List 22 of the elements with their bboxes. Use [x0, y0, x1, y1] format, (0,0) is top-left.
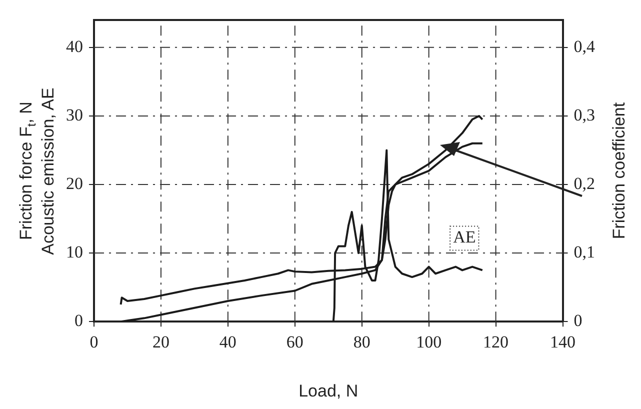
- y-tick-label: 40: [66, 36, 83, 56]
- y2-tick-label: 0,2: [574, 174, 595, 193]
- x-tick-label: 60: [286, 332, 304, 352]
- x-tick-label: 100: [416, 332, 442, 352]
- series-label: AE: [453, 228, 476, 247]
- x-tick-label: 80: [353, 332, 370, 352]
- y2-tick-label: 0: [574, 311, 582, 330]
- x-axis-title: Load, N: [298, 382, 358, 401]
- y-tick-label: 30: [66, 105, 83, 124]
- x-tick-label: 120: [483, 332, 509, 352]
- y-axis-title: Friction force Ft, N Acoustic emission, AE: [16, 88, 58, 255]
- x-tick-label: 0: [90, 332, 98, 352]
- x-tick-label: 20: [152, 332, 170, 352]
- y2-tick-label: 0,3: [574, 105, 595, 124]
- y2-tick-label: 0,4: [574, 36, 596, 56]
- y2-axis-title: Friction coefficient: [610, 102, 629, 240]
- x-tick-label: 40: [219, 332, 236, 352]
- y-tick-label: 10: [66, 242, 83, 262]
- y2-tick-label: 0,1: [574, 242, 595, 262]
- y-tick-label: 20: [66, 174, 83, 193]
- x-tick-label: 140: [550, 332, 576, 352]
- y-tick-label: 0: [74, 311, 83, 330]
